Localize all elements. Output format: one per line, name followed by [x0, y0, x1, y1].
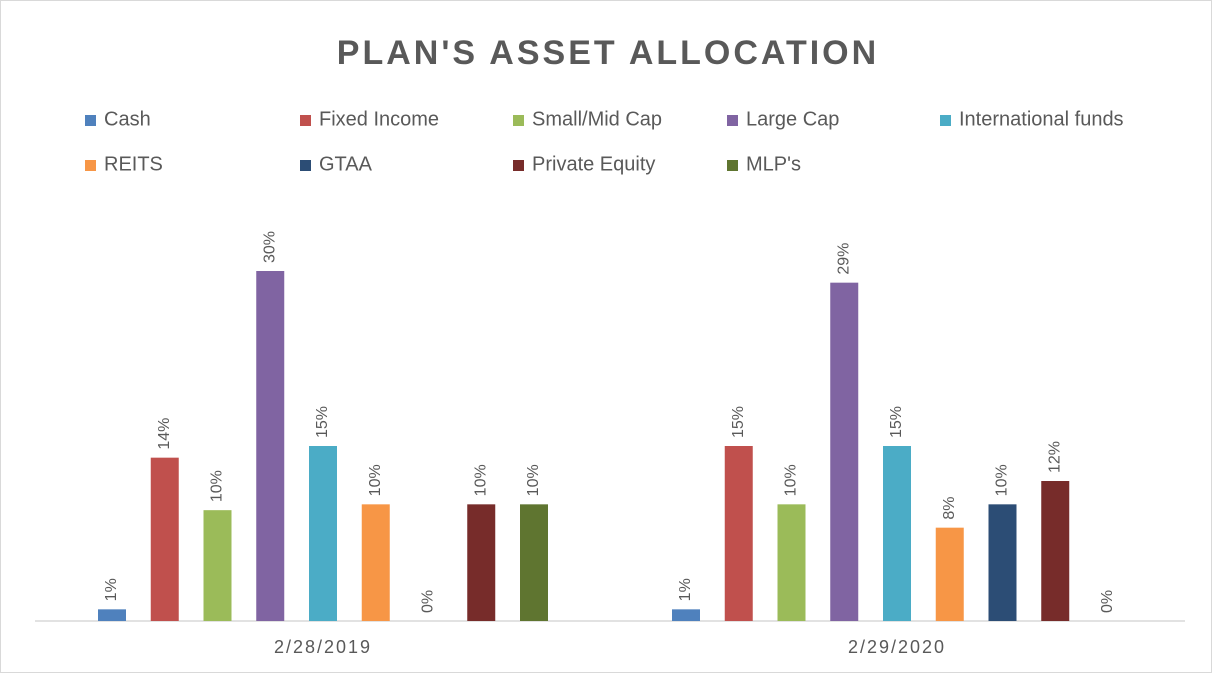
legend-label: Small/Mid Cap	[532, 108, 662, 130]
data-label: 29%	[835, 243, 852, 275]
legend-swatch	[300, 160, 311, 171]
data-label: 15%	[314, 406, 331, 438]
bar	[935, 527, 964, 621]
data-label: 30%	[261, 231, 278, 263]
data-label: 10%	[994, 464, 1011, 496]
bar	[1041, 481, 1070, 621]
legend-label: Fixed Income	[319, 108, 439, 130]
bar	[724, 446, 753, 621]
x-tick-label: 2/29/2020	[848, 637, 946, 657]
legend-swatch	[727, 115, 738, 126]
bar	[98, 609, 126, 621]
data-label: 1%	[677, 578, 694, 601]
data-label: 10%	[209, 470, 226, 502]
x-tick-label: 2/28/2019	[274, 637, 372, 657]
data-label: 10%	[783, 464, 800, 496]
data-label: 0%	[420, 590, 437, 613]
bar	[777, 504, 806, 621]
data-label: 0%	[1099, 590, 1116, 613]
legend-swatch	[513, 160, 524, 171]
legend-label: GTAA	[319, 153, 373, 175]
bar	[830, 282, 859, 621]
legend-label: Large Cap	[746, 108, 839, 130]
data-label: 14%	[156, 418, 173, 450]
data-label: 10%	[367, 464, 384, 496]
bar	[309, 446, 337, 621]
data-label: 10%	[472, 464, 489, 496]
legend-swatch	[513, 115, 524, 126]
legend-swatch	[727, 160, 738, 171]
legend-swatch	[85, 160, 96, 171]
bar	[672, 609, 700, 621]
bar	[883, 446, 911, 621]
bar	[150, 457, 179, 621]
data-label: 12%	[1046, 441, 1063, 473]
legend-swatch	[300, 115, 311, 126]
bar	[361, 504, 390, 621]
legend-label: MLP's	[746, 153, 801, 175]
bar	[203, 510, 232, 621]
data-label: 8%	[941, 497, 958, 520]
data-label: 1%	[103, 578, 120, 601]
chart-title: PLAN'S ASSET ALLOCATION	[337, 34, 879, 72]
data-label: 15%	[888, 406, 905, 438]
legend-label: Cash	[104, 108, 151, 130]
legend-label: Private Equity	[532, 153, 655, 175]
bar	[467, 504, 496, 621]
legend-label: International funds	[959, 108, 1124, 130]
legend-label: REITS	[104, 153, 163, 175]
bar	[520, 504, 548, 621]
data-label: 10%	[525, 464, 542, 496]
bar	[988, 504, 1017, 621]
bar	[256, 271, 285, 621]
legend-swatch	[940, 115, 951, 126]
legend-swatch	[85, 115, 96, 126]
data-label: 15%	[730, 406, 747, 438]
